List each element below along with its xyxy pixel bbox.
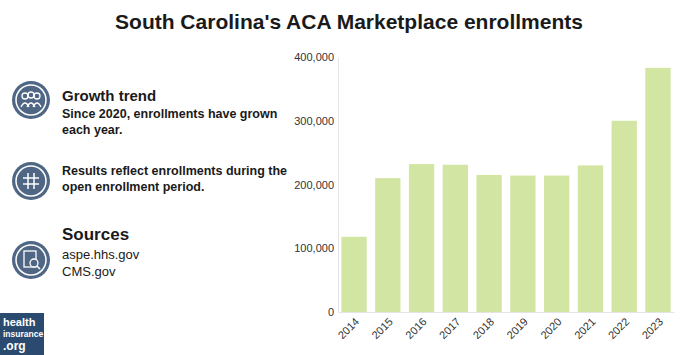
info-panel: Growth trend Since 2020, enrollments have…: [12, 81, 287, 279]
x-tick-label: 2015: [369, 315, 395, 341]
icon: [12, 81, 50, 119]
x-tick-label: 2018: [471, 315, 497, 341]
bar: [510, 176, 535, 312]
x-tick-label: 2020: [538, 315, 564, 341]
y-tick: 200,000: [294, 179, 338, 191]
icon-ring: [16, 166, 46, 196]
bar: [443, 165, 468, 312]
icon-shape: [23, 177, 39, 179]
icon: [12, 162, 50, 200]
icon-circle: [12, 162, 50, 200]
annotation-text: CMS.gov: [62, 264, 116, 279]
bar: [409, 164, 434, 312]
x-tick-label: 2016: [403, 315, 429, 341]
icon-shape: [33, 103, 41, 107]
x-tick-label: 2021: [572, 315, 598, 341]
bar: [375, 178, 400, 312]
annotation-title: Sources: [62, 225, 129, 244]
x-tick: 2018: [471, 312, 497, 341]
x-axis: 2014 2015 2016 2017 2018 2019 2020 2021 2022 2023: [335, 312, 674, 341]
x-tick-label: 2017: [437, 315, 463, 341]
y-tick: 300,000: [294, 115, 338, 127]
icon-shape: [27, 173, 29, 189]
annotation-title: Growth trend: [62, 87, 156, 104]
annotation-text: Since 2020, enrollments have grown: [62, 107, 277, 121]
bars: [341, 68, 670, 312]
x-tick-label: 2022: [606, 315, 632, 341]
x-tick: 2021: [572, 312, 598, 341]
y-axis: 0 100,000 200,000 300,000 400,000: [294, 51, 338, 318]
logo-text: insurance: [3, 329, 43, 339]
y-tick-label: 0: [328, 306, 334, 318]
icon-circle: [12, 241, 50, 279]
icon-shape: [23, 183, 39, 185]
y-tick: 400,000: [294, 51, 338, 63]
x-tick-label: 2019: [504, 315, 530, 341]
annotation-text: Results reflect enrollments during the: [62, 164, 287, 178]
icon-shape: [34, 93, 40, 99]
y-tick-label: 400,000: [294, 51, 334, 63]
x-axis-line: [339, 312, 675, 313]
x-tick-label: 2023: [639, 315, 665, 341]
icon-circle: [12, 81, 50, 119]
x-tick: 2016: [403, 312, 429, 341]
y-tick-label: 200,000: [294, 179, 334, 191]
icon-ring: [16, 245, 46, 275]
x-tick: 2014: [335, 312, 361, 341]
annotation-text: aspe.hhs.gov: [62, 247, 140, 262]
title: South Carolina's ACA Marketplace enrollm…: [115, 10, 583, 33]
y-tick: 100,000: [294, 242, 338, 254]
icon-shape: [22, 93, 28, 99]
logo: healthinsurance.org: [0, 313, 44, 355]
logo-text: health: [3, 316, 36, 328]
y-tick: 0: [328, 306, 338, 318]
x-tick: 2023: [639, 312, 665, 341]
x-tick: 2019: [504, 312, 530, 341]
x-tick: 2022: [606, 312, 632, 341]
icon-ring: [16, 85, 46, 115]
annotation-text: open enrollment period.: [62, 180, 204, 194]
x-tick: 2017: [437, 312, 463, 341]
icon-shape: [37, 266, 40, 269]
bar: [544, 176, 569, 312]
logo-box: [0, 313, 44, 355]
x-tick-label: 2014: [335, 315, 361, 341]
bar: [341, 237, 366, 312]
logo-text: .org: [3, 339, 26, 353]
y-tick-label: 100,000: [294, 242, 334, 254]
y-axis-line: [338, 58, 339, 313]
bar: [645, 68, 670, 312]
icon-shape: [28, 92, 34, 98]
icon-shape: [33, 173, 35, 189]
annotation-text: each year.: [62, 123, 122, 137]
bar: [612, 121, 637, 312]
icon-shape: [30, 259, 38, 267]
y-tick-label: 300,000: [294, 115, 334, 127]
icon: [12, 241, 50, 279]
bar: [476, 175, 501, 312]
bar: [578, 165, 603, 312]
x-tick: 2015: [369, 312, 395, 341]
x-tick: 2020: [538, 312, 564, 341]
chart: South Carolina's ACA Marketplace enrollm…: [0, 0, 700, 355]
